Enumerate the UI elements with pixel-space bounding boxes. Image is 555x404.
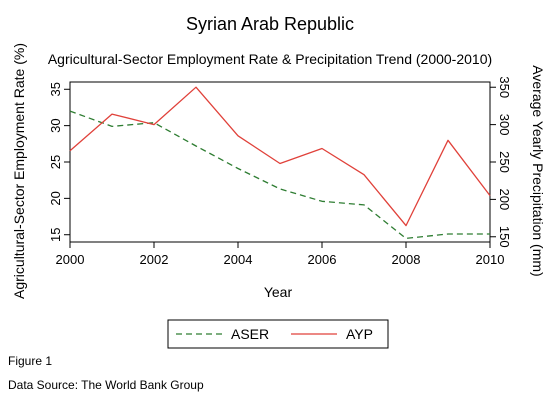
right-tick-label-250: 250 (497, 151, 512, 173)
point-ayp-2007 (363, 173, 366, 176)
left-tick-label-15: 15 (48, 227, 63, 241)
point-aser-2001 (111, 125, 114, 128)
point-ayp-2008 (405, 224, 408, 227)
point-ayp-2004 (237, 134, 240, 137)
legend: ASER AYP (167, 319, 389, 349)
chart-subtitle: Agricultural-Sector Employment Rate & Pr… (48, 51, 492, 67)
series-line-aser (69, 110, 490, 240)
point-ayp-2002 (153, 123, 156, 126)
x-tick-label-2006: 2006 (308, 252, 337, 267)
legend-label-aser: ASER (231, 326, 269, 342)
x-tick-label-2004: 2004 (224, 252, 253, 267)
x-tick-label-2000: 2000 (56, 252, 85, 267)
right-axis-ticks: 150 200 250 300 350 (490, 76, 512, 248)
left-tick-label-30: 30 (48, 118, 63, 132)
point-aser-2010 (489, 233, 492, 236)
x-axis-label: Year (264, 284, 293, 300)
point-aser-2009 (447, 233, 450, 236)
series-line-ayp (69, 86, 491, 227)
left-tick-label-20: 20 (48, 191, 63, 205)
series-layer (69, 86, 492, 240)
point-aser-2008 (405, 237, 408, 240)
data-source: Data Source: The World Bank Group (8, 378, 204, 392)
left-tick-label-35: 35 (48, 82, 63, 96)
point-aser-2000 (69, 110, 72, 113)
point-ayp-2009 (447, 139, 450, 142)
right-axis-label: Average Yearly Precipitation (mm) (530, 65, 546, 276)
right-tick-label-200: 200 (497, 189, 512, 211)
left-axis-ticks: 15 20 25 30 35 (48, 82, 70, 242)
figure-label: Figure 1 (8, 354, 52, 368)
chart-title: Syrian Arab Republic (186, 14, 354, 34)
point-aser-2006 (321, 200, 324, 203)
right-tick-label-150: 150 (497, 226, 512, 248)
point-ayp-2000 (69, 149, 72, 152)
legend-label-ayp: AYP (346, 326, 373, 342)
point-ayp-2001 (111, 113, 114, 116)
x-axis-ticks: 2000 2002 2004 2006 2008 2010 (56, 242, 505, 267)
point-aser-2005 (279, 187, 282, 190)
left-tick-label-25: 25 (48, 155, 63, 169)
point-aser-2004 (237, 167, 240, 170)
point-ayp-2006 (321, 147, 324, 150)
legend-box (167, 319, 389, 349)
x-tick-label-2002: 2002 (140, 252, 169, 267)
point-ayp-2010 (489, 194, 492, 197)
point-ayp-2003 (195, 86, 198, 89)
right-tick-label-350: 350 (497, 76, 512, 98)
point-ayp-2005 (279, 162, 282, 165)
point-aser-2003 (195, 145, 198, 148)
x-tick-label-2008: 2008 (392, 252, 421, 267)
point-aser-2007 (363, 203, 366, 206)
left-axis-label: Agricultural-Sector Employment Rate (%) (11, 43, 27, 299)
right-tick-label-300: 300 (497, 114, 512, 136)
x-tick-label-2010: 2010 (476, 252, 505, 267)
